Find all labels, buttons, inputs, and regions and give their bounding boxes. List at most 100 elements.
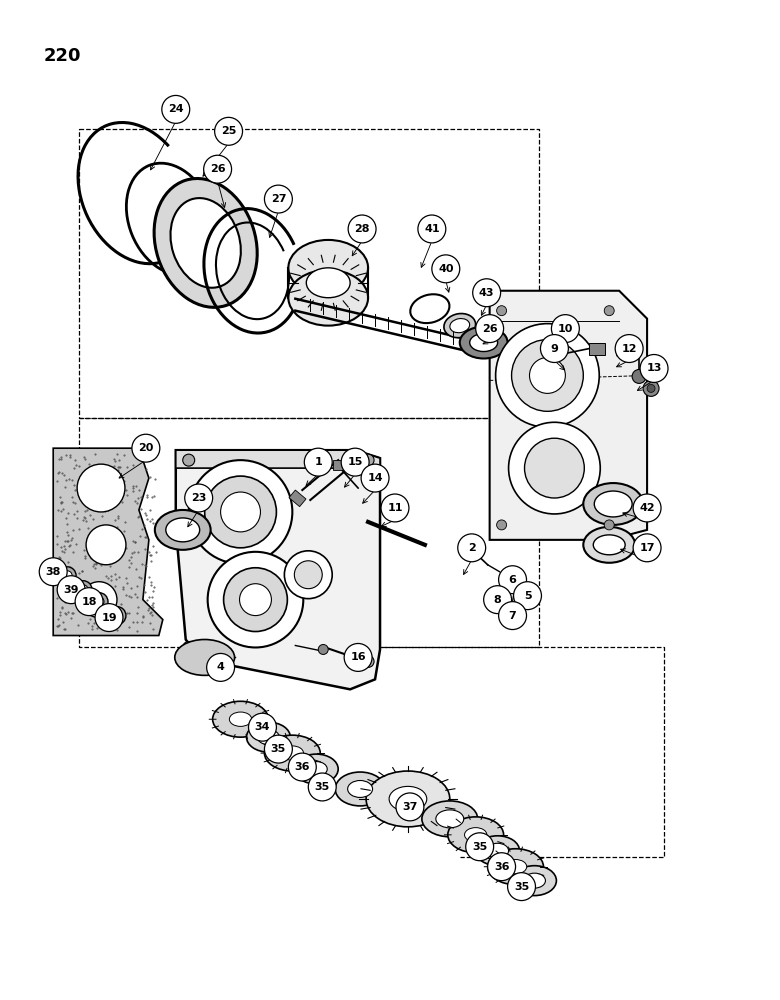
Ellipse shape [505,860,526,874]
Ellipse shape [488,849,544,885]
Circle shape [530,358,566,393]
Circle shape [508,873,536,901]
Circle shape [39,558,67,586]
Circle shape [58,567,76,585]
Circle shape [318,644,328,654]
Circle shape [264,185,292,213]
Polygon shape [176,450,380,689]
Ellipse shape [246,722,290,752]
Circle shape [285,551,332,599]
Text: 7: 7 [509,611,516,621]
Text: 6: 6 [509,575,516,585]
Bar [333,460,349,470]
Ellipse shape [257,730,279,745]
Ellipse shape [171,198,241,288]
Circle shape [418,215,446,243]
Text: 220: 220 [43,47,81,65]
Text: 4: 4 [217,662,225,672]
Circle shape [348,215,376,243]
Ellipse shape [436,810,464,828]
Circle shape [463,538,473,548]
Circle shape [78,585,88,595]
Text: 36: 36 [295,762,310,772]
Circle shape [396,793,424,821]
Circle shape [604,306,614,316]
Circle shape [520,587,530,597]
Circle shape [75,588,103,616]
Ellipse shape [289,240,368,296]
Text: 39: 39 [63,585,79,595]
Text: 15: 15 [347,457,363,467]
Text: 35: 35 [314,782,330,792]
Circle shape [341,448,369,476]
Text: 1: 1 [314,457,322,467]
Text: 35: 35 [271,744,286,754]
Circle shape [207,653,235,681]
Text: 34: 34 [255,722,270,732]
Ellipse shape [213,701,268,737]
Circle shape [112,611,122,621]
Text: 35: 35 [472,842,488,852]
Circle shape [224,568,287,632]
Circle shape [506,603,516,613]
Circle shape [215,117,243,145]
Circle shape [189,460,292,564]
Ellipse shape [175,640,235,675]
Circle shape [432,255,459,283]
Circle shape [484,586,512,614]
Ellipse shape [594,491,632,517]
Text: 9: 9 [551,344,558,354]
Ellipse shape [166,518,200,542]
Text: 18: 18 [81,597,97,607]
Text: 5: 5 [523,591,531,601]
Circle shape [249,713,276,741]
Ellipse shape [305,762,328,777]
Text: 26: 26 [482,324,498,334]
Circle shape [183,641,195,653]
Text: 2: 2 [468,543,476,553]
Circle shape [207,552,303,647]
Circle shape [94,597,104,607]
Circle shape [495,324,599,427]
Text: 8: 8 [494,595,502,605]
Ellipse shape [281,746,303,760]
Circle shape [498,602,526,630]
Circle shape [204,155,232,183]
Circle shape [647,384,655,392]
Text: 40: 40 [438,264,453,274]
Ellipse shape [448,817,504,853]
Circle shape [108,607,126,625]
Ellipse shape [470,334,498,352]
Circle shape [95,604,123,632]
Circle shape [77,464,125,512]
Circle shape [493,591,502,601]
Circle shape [513,582,541,610]
Bar [589,343,605,355]
Text: 25: 25 [221,126,236,136]
Circle shape [344,643,372,671]
Circle shape [308,773,336,801]
Circle shape [81,582,117,618]
Circle shape [458,534,486,562]
Circle shape [185,484,213,512]
Ellipse shape [476,836,519,866]
Circle shape [643,380,659,396]
Text: 24: 24 [168,104,183,114]
Text: 26: 26 [210,164,225,174]
Text: 41: 41 [424,224,440,234]
Polygon shape [176,450,380,478]
Ellipse shape [583,483,643,525]
Circle shape [381,494,409,522]
Circle shape [264,735,292,763]
Text: 36: 36 [494,862,509,872]
Circle shape [615,335,643,362]
Circle shape [74,581,92,599]
Text: 11: 11 [387,503,402,513]
Circle shape [362,655,374,667]
Polygon shape [53,448,163,636]
Text: 17: 17 [640,543,655,553]
Ellipse shape [444,314,476,338]
Circle shape [640,355,668,382]
Ellipse shape [422,801,477,837]
Text: 42: 42 [640,503,655,513]
